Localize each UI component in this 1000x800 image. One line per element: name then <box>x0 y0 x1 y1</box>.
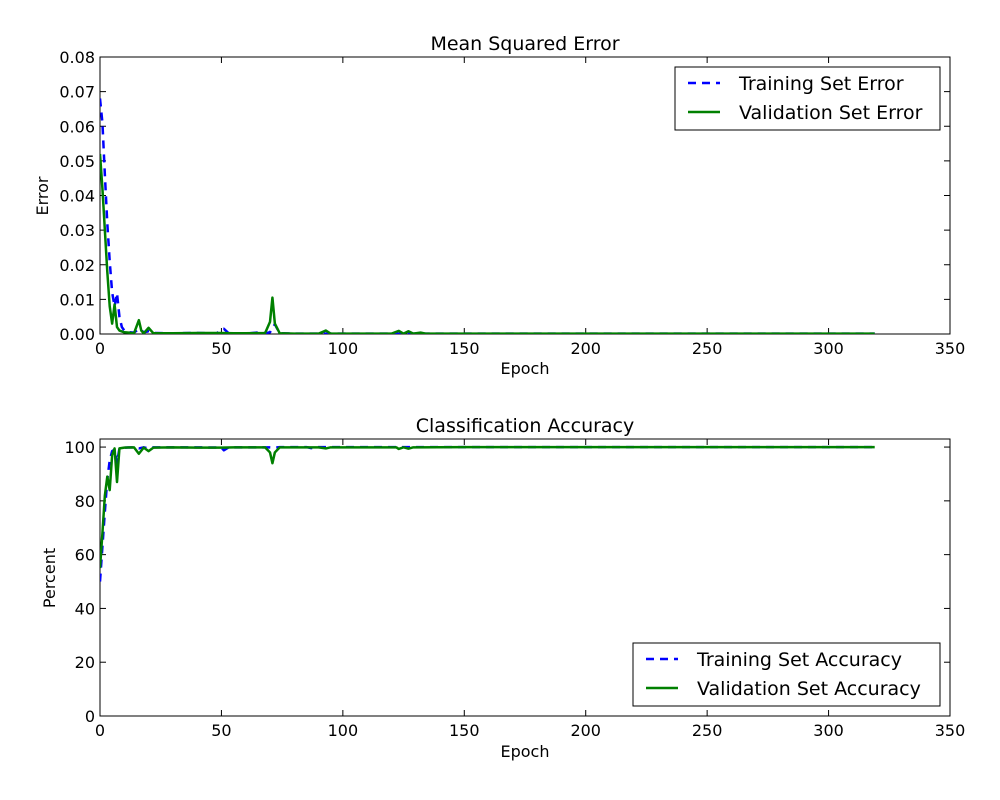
accuracy-y-axis-label: Percent <box>40 548 59 608</box>
mse-legend-box <box>674 66 941 131</box>
accuracy-x-tick-label: 150 <box>449 721 480 740</box>
mse-y-tick-label: 0.00 <box>59 325 95 344</box>
accuracy-series <box>100 445 875 582</box>
mse-ticks: 0 50 100 150 200 250 300 350 0.00 0.01 0.02 0.03 0.0… <box>59 48 965 358</box>
accuracy-y-tick-label: 80 <box>75 492 95 511</box>
mse-x-tick-label: 50 <box>211 339 231 358</box>
mse-x-tick-label: 200 <box>570 339 601 358</box>
accuracy-y-tick-label: 100 <box>64 438 95 457</box>
accuracy-y-tick-label: 0 <box>85 707 95 726</box>
accuracy-panel: Classification Accuracy 0 50 100 150 200 250 3… <box>40 415 965 761</box>
mse-series-line-validation <box>100 153 875 334</box>
mse-y-tick-label: 0.04 <box>59 187 95 206</box>
accuracy-series-line-validation <box>100 445 875 569</box>
mse-y-tick-label: 0.07 <box>59 83 95 102</box>
mse-x-axis-label: Epoch <box>501 359 550 378</box>
mse-x-tick-label: 350 <box>935 339 966 358</box>
accuracy-ticks: 0 50 100 150 200 250 300 350 0 20 40 60 80 100 <box>64 438 965 740</box>
mse-series <box>100 98 875 334</box>
accuracy-legend-training-label: Training Set Accuracy <box>696 649 902 671</box>
mse-x-tick-label: 0 <box>95 339 105 358</box>
mse-x-tick-label: 250 <box>692 339 723 358</box>
accuracy-legend: Training Set Accuracy Validation Set Acc… <box>632 642 941 707</box>
mse-title: Mean Squared Error <box>430 33 619 55</box>
accuracy-y-tick-label: 20 <box>75 653 95 672</box>
mse-y-tick-label: 0.02 <box>59 256 95 275</box>
mse-legend: Training Set Error Validation Set Error <box>674 66 941 131</box>
mse-legend-validation-label: Validation Set Error <box>739 102 923 124</box>
accuracy-x-tick-label: 200 <box>570 721 601 740</box>
accuracy-y-tick-label: 60 <box>75 546 95 565</box>
mse-legend-training-label: Training Set Error <box>738 73 904 95</box>
accuracy-y-tick-label: 40 <box>75 599 95 618</box>
accuracy-legend-box <box>632 642 941 707</box>
mse-x-tick-label: 300 <box>813 339 844 358</box>
accuracy-legend-validation-label: Validation Set Accuracy <box>697 678 921 700</box>
accuracy-x-axis-label: Epoch <box>501 742 550 761</box>
mse-y-tick-label: 0.05 <box>59 152 95 171</box>
accuracy-x-tick-label: 350 <box>935 721 966 740</box>
mse-y-tick-label: 0.08 <box>59 48 95 67</box>
accuracy-x-tick-label: 50 <box>211 721 231 740</box>
accuracy-x-tick-label: 300 <box>813 721 844 740</box>
mse-x-tick-label: 150 <box>449 339 480 358</box>
mse-y-tick-label: 0.06 <box>59 117 95 136</box>
mse-y-tick-label: 0.03 <box>59 221 95 240</box>
accuracy-x-tick-label: 100 <box>328 721 359 740</box>
accuracy-x-tick-label: 0 <box>95 721 105 740</box>
accuracy-x-tick-label: 250 <box>692 721 723 740</box>
mse-y-tick-label: 0.01 <box>59 290 95 309</box>
mse-panel: Mean Squared Error 0 50 100 150 200 250 300 350… <box>33 33 965 378</box>
accuracy-title: Classification Accuracy <box>416 415 635 437</box>
mse-y-axis-label: Error <box>33 176 52 215</box>
mse-x-tick-label: 100 <box>328 339 359 358</box>
